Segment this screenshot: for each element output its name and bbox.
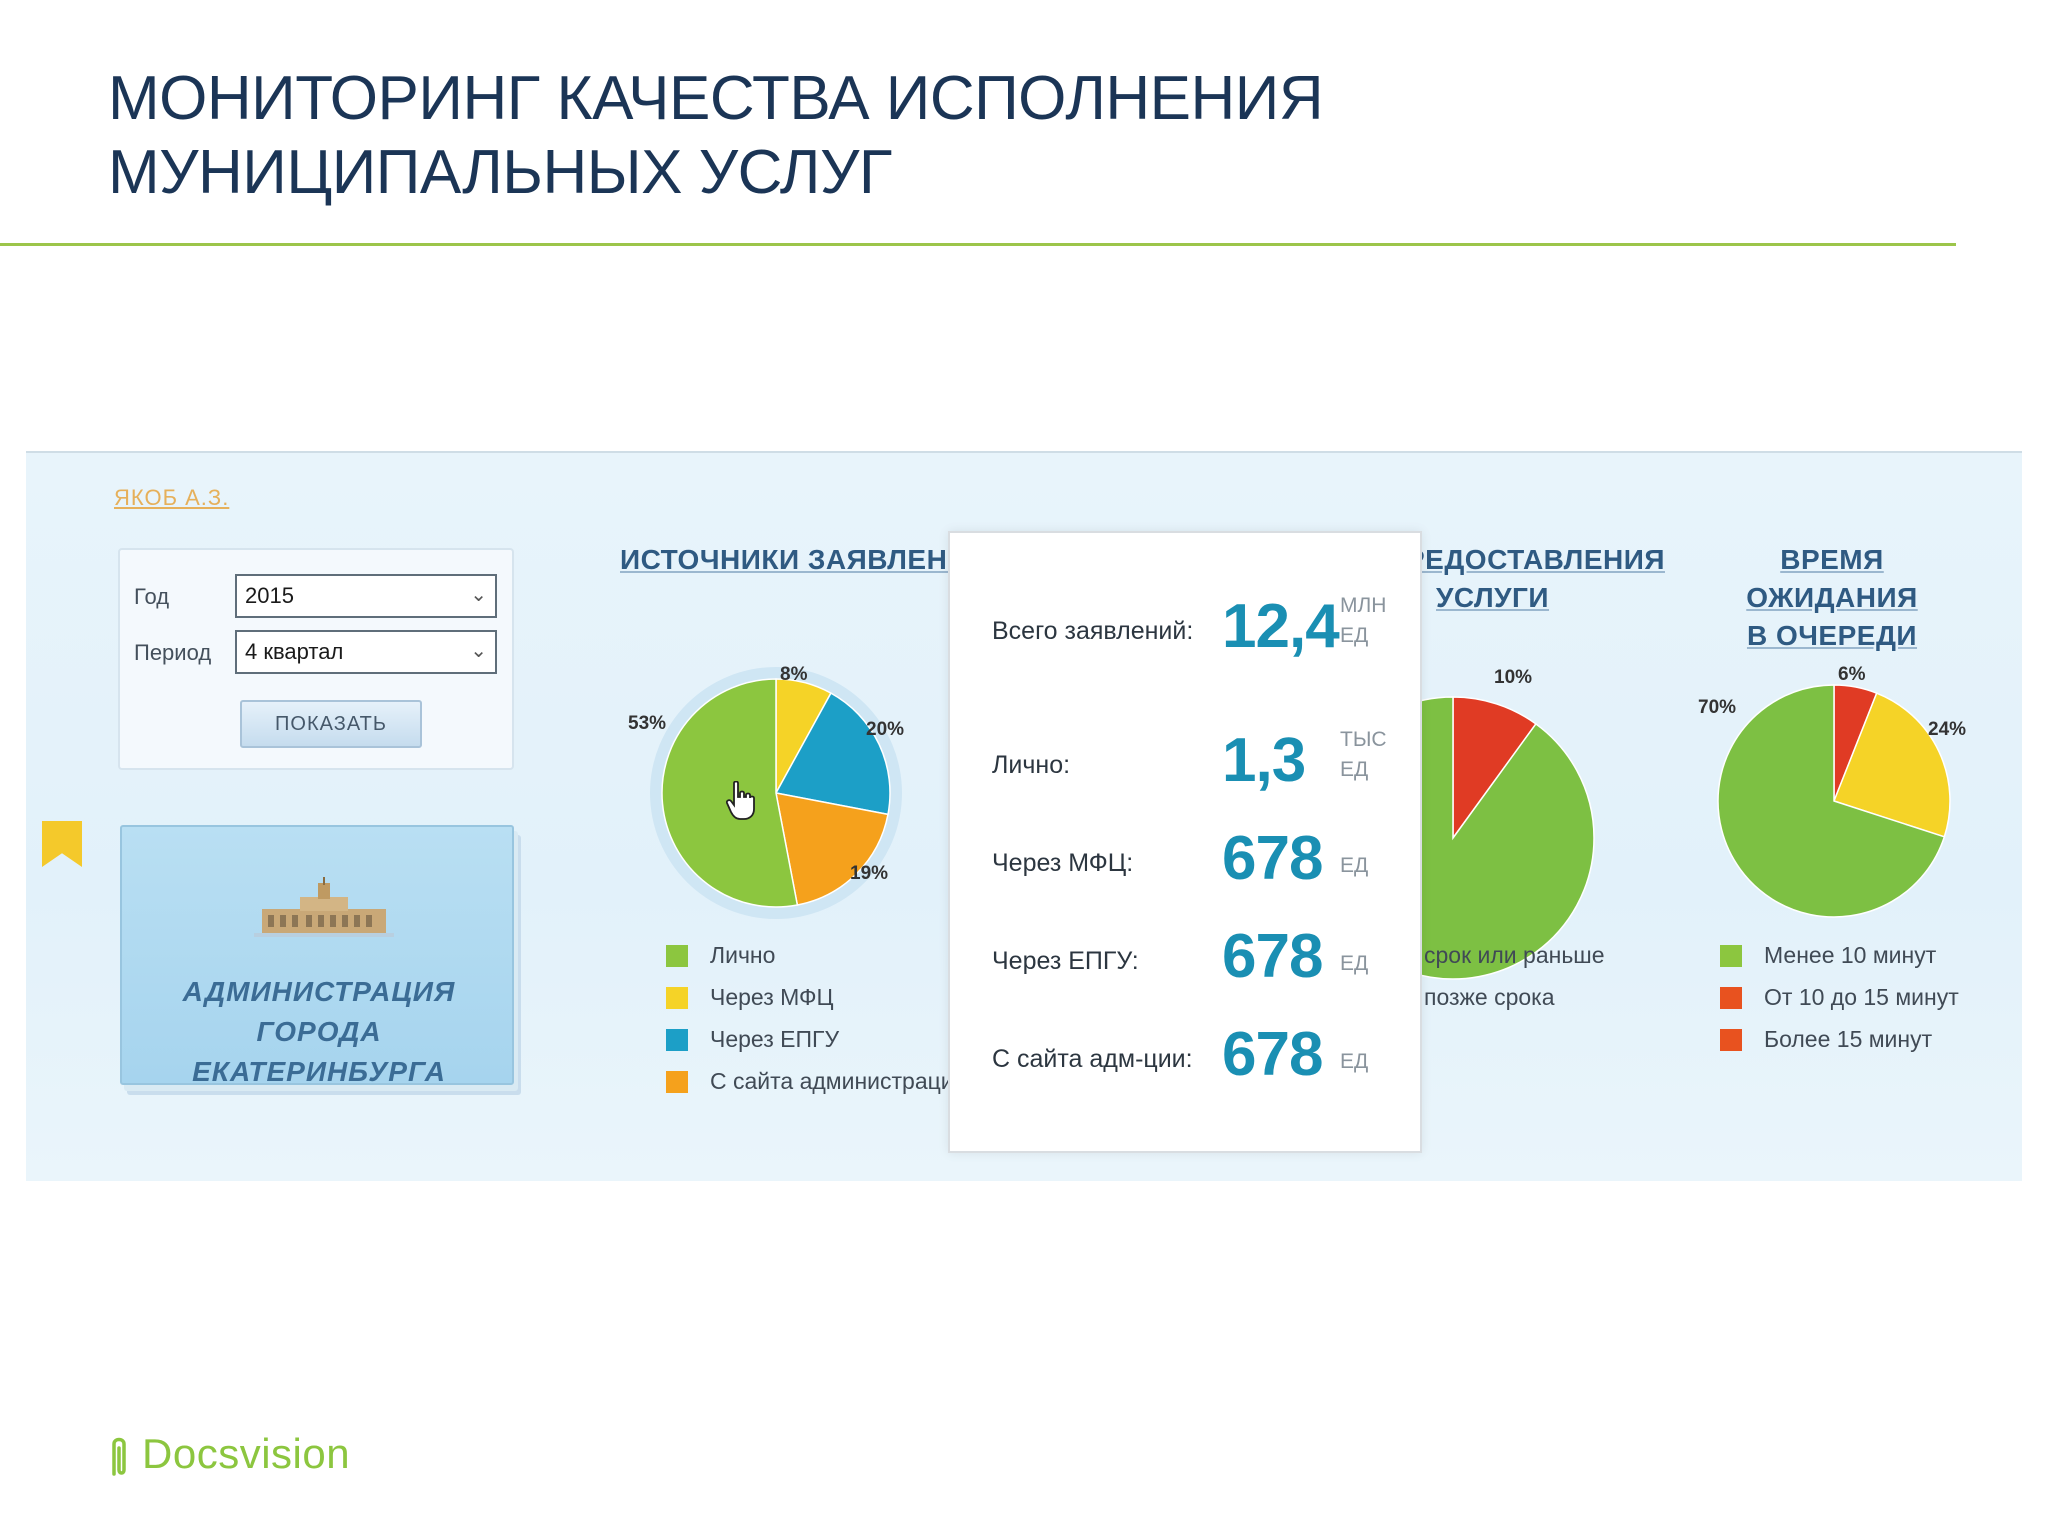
legend-label: Менее 10 минут — [1764, 942, 1937, 968]
pie2-label-late: 10% — [1494, 667, 1533, 688]
stat-unit-line1: МЛН — [1340, 594, 1387, 617]
chart2-title: РЕДОСТАВЛЕНИЯ УСЛУГИ — [1406, 541, 1665, 617]
stat-value: 678 — [1222, 824, 1323, 893]
pie3-label-under10: 70% — [1698, 697, 1737, 718]
year-label: Год — [134, 584, 170, 609]
stat-label: Лично: — [992, 751, 1071, 779]
chart3-title-line2: В ОЧЕРЕДИ — [1746, 620, 1918, 651]
stat-unit: ТЫС ЕД — [1340, 725, 1387, 785]
stat-value: 678 — [1222, 1020, 1323, 1089]
dashboard-screenshot: ЯКОБ А.З. Год 2015 ⌄ Период 4 квартал ⌄ … — [26, 451, 2022, 1181]
chart1-title-line1: ИСТОЧНИКИ ЗАЯВЛЕНИЙ — [620, 544, 989, 575]
paperclip-icon — [112, 1437, 126, 1476]
legend-swatch-0 — [666, 945, 688, 967]
pie-slice-2[interactable] — [775, 792, 889, 906]
waiting-time-pie-chart — [1717, 684, 1951, 918]
pie3-label-over15: 24% — [1928, 719, 1967, 740]
chevron-down-icon: ⌄ — [470, 584, 487, 606]
logo-text: Docsvision — [142, 1430, 351, 1477]
filter-box: Год 2015 ⌄ Период 4 квартал ⌄ ПОКАЗАТЬ — [118, 548, 514, 770]
sources-pie-chart — [650, 667, 902, 919]
chart3-title-line1: ВРЕМЯ ОЖИДАНИЯ — [1746, 544, 1918, 613]
year-select-value: 2015 — [245, 583, 294, 608]
title-divider — [0, 243, 1956, 246]
show-button[interactable]: ПОКАЗАТЬ — [240, 700, 422, 748]
user-name-link[interactable]: ЯКОБ А.З. — [114, 485, 230, 510]
stat-value: 12,4 — [1222, 592, 1340, 661]
legend-label: Через ЕПГУ — [710, 1026, 840, 1052]
city-hall-icon — [254, 877, 394, 937]
slide-title-line2: МУНИЦИПАЛЬНЫХ УСЛУГ — [108, 138, 892, 207]
pie-slice-1[interactable] — [1833, 692, 1951, 838]
chart2-title-line2: УСЛУГИ — [1436, 582, 1550, 613]
stats-popup: Всего заявлений: 12,4 МЛН ЕД Лично: 1,3 … — [948, 531, 1422, 1153]
stat-unit: МЛН ЕД — [1340, 591, 1386, 651]
legend-label: Лично — [710, 942, 776, 968]
admin-card-line2: ЕКАТЕРИНБУРГА — [192, 1056, 446, 1087]
slide-title-line1: МОНИТОРИНГ КАЧЕСТВА ИСПОЛНЕНИЯ — [108, 64, 1324, 133]
stat-unit-line1: ЕД — [1340, 952, 1369, 975]
stat-unit: ЕД — [1340, 949, 1368, 979]
stat-label: Через ЕПГУ: — [992, 947, 1139, 975]
chevron-down-icon: ⌄ — [470, 640, 487, 662]
legend-item: Через МФЦ — [666, 981, 967, 1023]
legend-item: С сайта администрации — [666, 1065, 967, 1107]
pie-slice-0[interactable] — [1452, 696, 1537, 841]
chart3-title: ВРЕМЯ ОЖИДАНИЯ В ОЧЕРЕДИ — [1702, 541, 1962, 655]
admin-card-text: АДМИНИСТРАЦИЯ ГОРОДА ЕКАТЕРИНБУРГА — [122, 972, 516, 1092]
stat-value: 1,3 — [1222, 726, 1306, 795]
legend-item: Через ЕПГУ — [666, 1023, 967, 1065]
chart3-legend: Менее 10 минут От 10 до 15 минут Более 1… — [1720, 939, 1959, 1065]
legend-swatch-3 — [666, 1071, 688, 1093]
legend-item: Более 15 минут — [1720, 1023, 1959, 1065]
period-select-value: 4 квартал — [245, 639, 344, 664]
stat-label: Через МФЦ: — [992, 849, 1134, 877]
stat-value: 678 — [1222, 922, 1323, 991]
legend-item: От 10 до 15 минут — [1720, 981, 1959, 1023]
pie-slice-3[interactable] — [661, 678, 799, 908]
pie1-label-personal: 53% — [628, 713, 667, 734]
chart1-title: ИСТОЧНИКИ ЗАЯВЛЕНИЙ — [620, 541, 989, 579]
stat-unit-line2: ЕД — [1340, 624, 1369, 647]
stat-label: Всего заявлений: — [992, 617, 1194, 645]
stat-unit-line1: ТЫС — [1340, 728, 1387, 751]
stat-unit: ЕД — [1340, 851, 1368, 881]
admin-card-line1: АДМИНИСТРАЦИЯ ГОРОДА — [182, 976, 456, 1047]
legend-swatch-2 — [1720, 1029, 1742, 1051]
pie1-label-site: 19% — [850, 863, 889, 884]
stat-unit-line2: ЕД — [1340, 758, 1369, 781]
stat-unit-line1: ЕД — [1340, 854, 1369, 877]
legend-label: Через МФЦ — [710, 984, 834, 1010]
legend-swatch-2 — [666, 1029, 688, 1051]
legend-item: Менее 10 минут — [1720, 939, 1959, 981]
period-select[interactable]: 4 квартал ⌄ — [235, 630, 497, 674]
cursor-hand-icon — [726, 781, 755, 820]
legend-label: срок или раньше — [1424, 942, 1605, 968]
pie3-label-10to15: 6% — [1838, 664, 1866, 685]
bookmark-icon[interactable] — [42, 821, 82, 867]
pie1-label-mfc: 8% — [780, 664, 808, 685]
stat-label: С сайта адм-ции: — [992, 1045, 1193, 1073]
pie-slice-2[interactable] — [1717, 684, 1946, 918]
legend-swatch-1 — [666, 987, 688, 1009]
year-select[interactable]: 2015 ⌄ — [235, 574, 497, 618]
legend-label: От 10 до 15 минут — [1764, 984, 1959, 1010]
period-label: Период — [134, 640, 212, 665]
pie1-label-epgu: 20% — [866, 719, 905, 740]
legend-label: позже срока — [1424, 984, 1555, 1010]
slide-title: МОНИТОРИНГ КАЧЕСТВА ИСПОЛНЕНИЯ МУНИЦИПАЛ… — [108, 62, 1408, 210]
stat-unit-line1: ЕД — [1340, 1050, 1369, 1073]
chart1-legend: Лично Через МФЦ Через ЕПГУ С сайта админ… — [666, 939, 967, 1107]
pie-slice-1[interactable] — [774, 692, 891, 816]
admin-card[interactable]: АДМИНИСТРАЦИЯ ГОРОДА ЕКАТЕРИНБУРГА — [120, 825, 514, 1087]
stat-unit: ЕД — [1340, 1047, 1368, 1077]
legend-item: Лично — [666, 939, 967, 981]
chart2-title-line1: РЕДОСТАВЛЕНИЯ — [1406, 544, 1665, 575]
legend-label: Более 15 минут — [1764, 1026, 1933, 1052]
legend-swatch-0 — [1720, 945, 1742, 967]
legend-swatch-1 — [1720, 987, 1742, 1009]
legend-label: С сайта администрации — [710, 1068, 967, 1094]
